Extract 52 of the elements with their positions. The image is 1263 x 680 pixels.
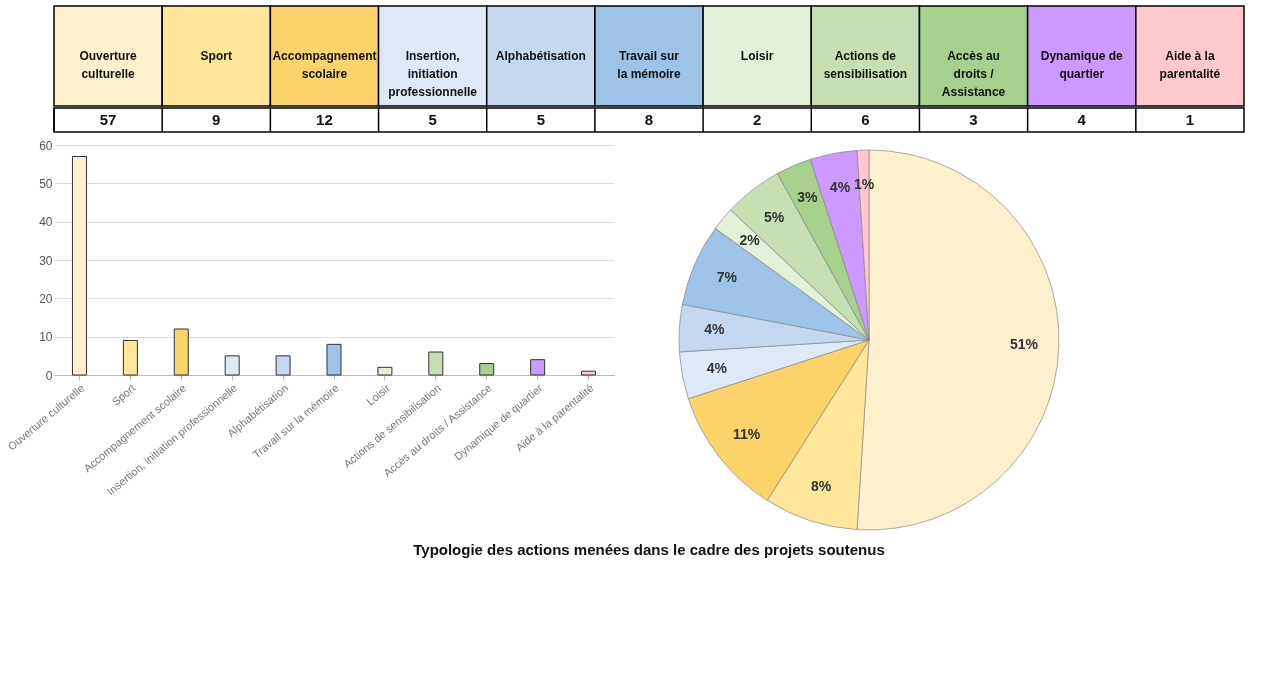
data-label: 1 bbox=[1185, 111, 1195, 128]
bar bbox=[377, 366, 393, 376]
data-label: 11% bbox=[732, 426, 761, 442]
category-label: Aide à la parentalité bbox=[1159, 49, 1221, 81]
data-label: 3 bbox=[969, 111, 978, 128]
y-tick-label: 0 bbox=[45, 368, 53, 383]
data-label: 8 bbox=[644, 111, 654, 128]
y-tick-label: 60 bbox=[39, 138, 53, 153]
data-label: 5 bbox=[536, 111, 545, 128]
category-label: Accès au droits / Assistance bbox=[941, 49, 1006, 99]
category-label: Sport bbox=[200, 49, 232, 63]
data-label: 6 bbox=[861, 111, 870, 128]
data-label: 2% bbox=[739, 232, 761, 249]
bar bbox=[71, 156, 87, 376]
category-label: Actions de sensibilisation bbox=[823, 49, 908, 81]
category-label: Alphabétisation bbox=[495, 49, 586, 63]
y-tick-label: 10 bbox=[39, 330, 53, 345]
bar bbox=[224, 355, 240, 376]
data-label: 5 bbox=[428, 111, 437, 128]
data-label: 4% bbox=[829, 178, 851, 195]
data-label: 2 bbox=[753, 111, 762, 128]
data-label: 8% bbox=[810, 478, 832, 495]
y-tick-label: 30 bbox=[39, 253, 53, 268]
data-label: 9 bbox=[212, 111, 221, 128]
data-label: 57 bbox=[99, 111, 117, 128]
data-label: 51% bbox=[1009, 335, 1039, 352]
bar bbox=[581, 370, 597, 376]
data-label: 3% bbox=[797, 188, 819, 205]
bar bbox=[530, 359, 546, 376]
bar bbox=[173, 328, 189, 376]
bar bbox=[428, 351, 444, 376]
category-label: Loisir bbox=[740, 49, 774, 63]
data-label: 7% bbox=[716, 269, 738, 286]
data-label: 12 bbox=[316, 111, 333, 128]
y-tick-label: 40 bbox=[39, 215, 53, 230]
category-label: Insertion, initiation professionnelle bbox=[388, 49, 478, 99]
y-tick-label: 50 bbox=[39, 176, 53, 191]
y-tick-label: 20 bbox=[39, 291, 53, 306]
data-label: 4% bbox=[706, 360, 728, 377]
data-label: 5% bbox=[763, 208, 785, 225]
bar bbox=[122, 340, 138, 376]
bar bbox=[479, 363, 495, 376]
category-label: Dynamique de quartier bbox=[1040, 49, 1124, 81]
category-label: Accompagnement scolaire bbox=[272, 49, 377, 81]
bar bbox=[326, 343, 342, 376]
text: Typologie des actions menées dans le cadre des projets soutenus bbox=[413, 541, 885, 558]
bar bbox=[275, 355, 291, 376]
data-label: 4 bbox=[1077, 111, 1087, 128]
data-label: 4% bbox=[704, 321, 725, 338]
data-label: 1% bbox=[854, 176, 875, 193]
category-label: Ouverture culturelle bbox=[79, 49, 138, 81]
category-label: Travail sur la mémoire bbox=[617, 49, 681, 81]
